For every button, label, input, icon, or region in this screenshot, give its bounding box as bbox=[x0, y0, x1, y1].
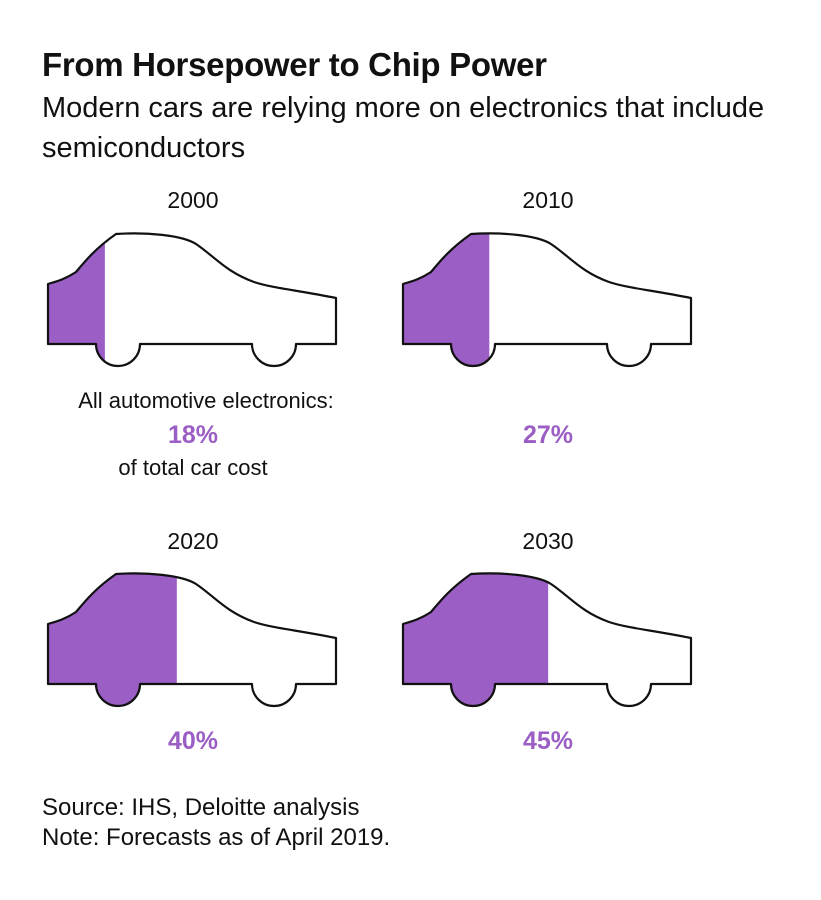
percent-label-2020: 40% bbox=[167, 727, 219, 755]
year-label-2020: 2020 bbox=[167, 528, 219, 554]
year-label-2000: 2000 bbox=[167, 187, 219, 213]
annotation-top: All automotive electronics: bbox=[78, 388, 334, 413]
car-outline-2030 bbox=[401, 572, 693, 708]
car-svg bbox=[401, 572, 693, 708]
car-svg bbox=[46, 572, 338, 708]
car-outline-2020 bbox=[46, 572, 338, 708]
car-outline-2010 bbox=[401, 232, 693, 368]
car-icon-2020 bbox=[46, 566, 346, 708]
percent-label-2000: 18% bbox=[167, 421, 219, 449]
chart-subtitle: Modern cars are relying more on electron… bbox=[42, 92, 765, 164]
car-svg bbox=[46, 232, 338, 368]
car-outline-2000 bbox=[46, 232, 338, 368]
year-label-2030: 2030 bbox=[522, 528, 574, 554]
chart-title: From Horsepower to Chip Power bbox=[42, 46, 547, 83]
percent-label-2010: 27% bbox=[522, 421, 574, 449]
car-icon-2000 bbox=[46, 226, 346, 368]
annotation-bottom: of total car cost bbox=[118, 455, 268, 480]
car-svg bbox=[401, 232, 693, 368]
car-icon-2010 bbox=[401, 226, 701, 368]
source-note: Source: IHS, Deloitte analysis bbox=[42, 794, 360, 821]
car-icon-2030 bbox=[401, 566, 701, 708]
year-label-2010: 2010 bbox=[522, 187, 574, 213]
percent-label-2030: 45% bbox=[522, 727, 574, 755]
forecast-note: Note: Forecasts as of April 2019. bbox=[42, 824, 391, 851]
